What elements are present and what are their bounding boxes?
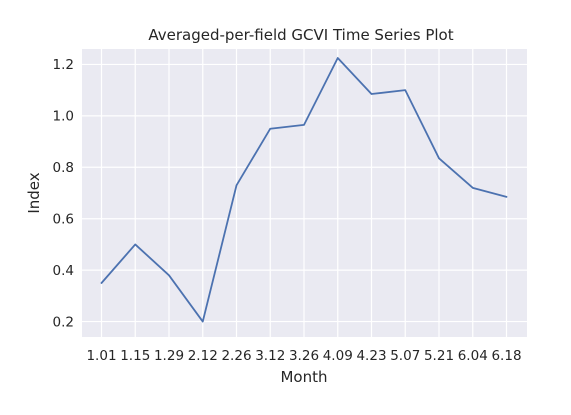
x-tick-label: 6.18 — [491, 348, 521, 364]
x-tick-label: 5.21 — [424, 348, 454, 364]
x-tick-label: 4.09 — [323, 348, 353, 364]
y-tick-label: 1.2 — [53, 57, 74, 73]
y-tick-label: 0.4 — [53, 263, 74, 279]
grid-lines — [82, 49, 527, 337]
y-axis-label: Index — [25, 172, 43, 213]
x-tick-label: 1.15 — [120, 348, 150, 364]
x-tick-label: 4.23 — [356, 348, 386, 364]
y-axis-ticks: 0.2 0.4 0.6 0.8 1.0 1.2 — [53, 57, 74, 330]
x-tick-label: 3.12 — [255, 348, 285, 364]
y-tick-label: 0.8 — [53, 160, 74, 176]
x-tick-label: 6.04 — [458, 348, 488, 364]
x-tick-label: 3.26 — [289, 348, 319, 364]
x-axis-ticks: 1.01 1.15 1.29 2.12 2.26 3.12 3.26 4.09 4.23 5.07… — [86, 348, 521, 364]
series-line — [100, 57, 508, 323]
x-tick-label: 2.12 — [188, 348, 218, 364]
y-tick-label: 1.0 — [53, 109, 74, 125]
x-tick-label: 5.07 — [390, 348, 420, 364]
y-tick-label: 0.6 — [53, 212, 74, 228]
x-axis-label: Month — [280, 368, 327, 386]
x-tick-label: 1.29 — [154, 348, 184, 364]
chart-title: Averaged-per-field GCVI Time Series Plot — [148, 26, 453, 44]
x-tick-label: 1.01 — [86, 348, 116, 364]
series-layer — [100, 57, 508, 323]
y-tick-label: 0.2 — [53, 314, 74, 330]
x-tick-label: 2.26 — [221, 348, 251, 364]
